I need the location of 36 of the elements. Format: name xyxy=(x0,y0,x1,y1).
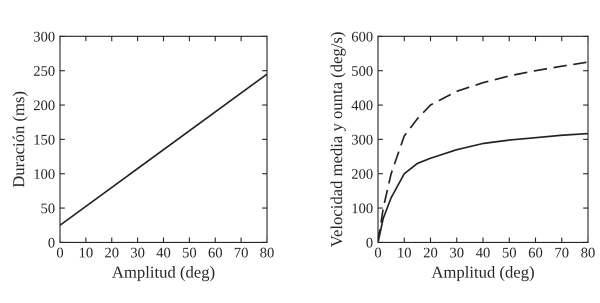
x-tick-label: 70 xyxy=(234,248,248,258)
y-tick-label: 200 xyxy=(34,100,55,110)
y-axis-title: Duración (ms) xyxy=(12,92,28,188)
y-tick-label: 300 xyxy=(34,32,55,42)
x-tick-label: 70 xyxy=(555,248,568,258)
x-tick-label: 50 xyxy=(182,248,196,258)
x-tick-label: 30 xyxy=(131,248,144,258)
x-tick-label: 0 xyxy=(374,248,382,258)
y-tick-label: 150 xyxy=(34,134,55,145)
y-tick-label: 600 xyxy=(352,32,373,42)
y-tick-label: 200 xyxy=(352,169,373,179)
x-tick-label: 50 xyxy=(502,248,516,258)
x-tick-label: 60 xyxy=(208,248,222,258)
x-tick-label: 0 xyxy=(56,248,64,258)
y-tick-label: 300 xyxy=(352,134,373,145)
x-tick-label: 40 xyxy=(476,248,490,258)
y-tick-label: 0 xyxy=(366,238,373,248)
x-tick-label: 20 xyxy=(424,248,438,258)
y-tick-label: 0 xyxy=(48,238,55,248)
x-tick-label: 10 xyxy=(80,248,93,258)
x-tick-label: 30 xyxy=(450,248,464,258)
y-tick-label: 400 xyxy=(352,100,373,110)
x-axis-title: Amplitud (deg) xyxy=(112,266,214,282)
y-axis-title: Velocidad media y ounta (deg/s) xyxy=(330,32,346,248)
x-axis-title: Amplitud (deg) xyxy=(432,266,534,282)
x-tick-label: 60 xyxy=(528,248,542,258)
x-tick-label: 80 xyxy=(260,248,274,258)
x-tick-label: 10 xyxy=(398,248,411,258)
y-tick-label: 250 xyxy=(34,66,55,76)
x-tick-label: 40 xyxy=(156,248,170,258)
y-tick-label: 100 xyxy=(352,203,373,214)
y-tick-label: 100 xyxy=(34,169,55,179)
y-tick-label: 50 xyxy=(41,203,55,214)
x-tick-label: 80 xyxy=(581,248,595,258)
x-tick-label: 20 xyxy=(105,248,118,258)
y-tick-label: 500 xyxy=(352,66,373,76)
